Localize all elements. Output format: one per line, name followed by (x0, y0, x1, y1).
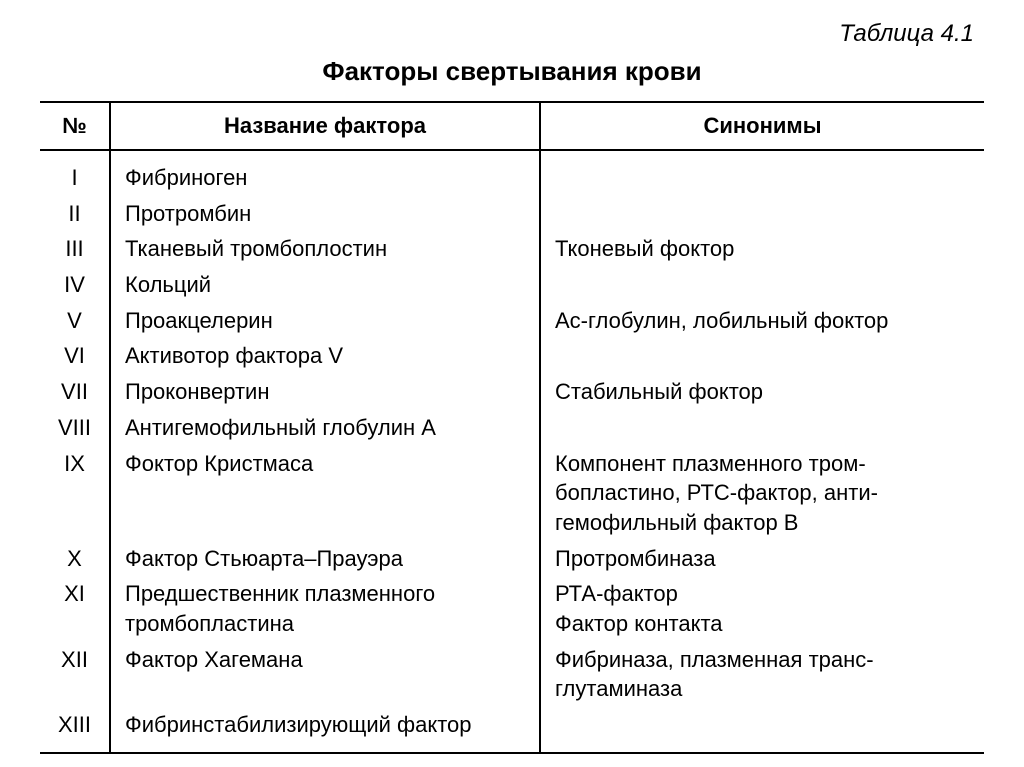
cell-factor-name: Проконвертин (110, 374, 540, 410)
table-title: Факторы свертывания крови (40, 56, 984, 87)
cell-number: VIII (40, 410, 110, 446)
column-header-synonyms: Синонимы (540, 102, 984, 150)
cell-synonyms (540, 410, 984, 446)
cell-number: I (40, 150, 110, 196)
cell-factor-name: Предшественник плазменного тромбопластин… (110, 576, 540, 641)
cell-synonyms: Протромбиназа (540, 541, 984, 577)
column-header-number: № (40, 102, 110, 150)
cell-synonyms: РТА-фактор Фактор контакта (540, 576, 984, 641)
table-row: VIАктивотор фактора V (40, 338, 984, 374)
cell-factor-name: Протромбин (110, 196, 540, 232)
column-header-name: Название фактора (110, 102, 540, 150)
cell-number: IV (40, 267, 110, 303)
cell-synonyms (540, 196, 984, 232)
table-body: IФибриногенIIПротромбинIIIТканевый тромб… (40, 150, 984, 753)
table-row: XIIФактор ХагеманаФибриназа, плазменная … (40, 642, 984, 707)
cell-number: IX (40, 446, 110, 541)
table-row: IIПротромбин (40, 196, 984, 232)
table-header-row: № Название фактора Синонимы (40, 102, 984, 150)
cell-number: II (40, 196, 110, 232)
cell-factor-name: Активотор фактора V (110, 338, 540, 374)
cell-synonyms: Фибриназа, плазменная транс­глутаминаза (540, 642, 984, 707)
cell-synonyms (540, 267, 984, 303)
table-row: XIПредшественник плазменного тромбопласт… (40, 576, 984, 641)
cell-factor-name: Антигемофильный глобулин А (110, 410, 540, 446)
coagulation-factors-table: № Название фактора Синонимы IФибриногенI… (40, 101, 984, 754)
cell-factor-name: Кольций (110, 267, 540, 303)
cell-synonyms: Ас-глобулин, лобильный фоктор (540, 303, 984, 339)
cell-synonyms: Компонент плазменного тром­бопластино, Р… (540, 446, 984, 541)
cell-synonyms: Тконевый фоктор (540, 231, 984, 267)
table-caption: Таблица 4.1 (40, 20, 984, 48)
cell-factor-name: Проакцелерин (110, 303, 540, 339)
cell-factor-name: Фоктор Кристмаса (110, 446, 540, 541)
table-row: IIIТканевый тромбоплостинТконевый фоктор (40, 231, 984, 267)
cell-factor-name: Фибринстабилизирующий фактор (110, 707, 540, 753)
cell-synonyms (540, 338, 984, 374)
table-row: IVКольций (40, 267, 984, 303)
cell-number: XIII (40, 707, 110, 753)
cell-synonyms (540, 150, 984, 196)
table-row: IXФоктор КристмасаКомпонент плазменного … (40, 446, 984, 541)
cell-number: III (40, 231, 110, 267)
cell-factor-name: Фактор Хагемана (110, 642, 540, 707)
cell-factor-name: Тканевый тромбоплостин (110, 231, 540, 267)
cell-number: V (40, 303, 110, 339)
cell-synonyms: Стабильный фоктор (540, 374, 984, 410)
cell-factor-name: Фактор Стьюарта–Прауэра (110, 541, 540, 577)
cell-number: VI (40, 338, 110, 374)
table-row: VIIIАнтигемофильный глобулин А (40, 410, 984, 446)
cell-number: XI (40, 576, 110, 641)
cell-factor-name: Фибриноген (110, 150, 540, 196)
table-row: VIIПроконвертинСтабильный фоктор (40, 374, 984, 410)
table-row: XФактор Стьюарта–ПрауэраПротромбиназа (40, 541, 984, 577)
cell-number: VII (40, 374, 110, 410)
table-row: IФибриноген (40, 150, 984, 196)
cell-synonyms (540, 707, 984, 753)
table-row: VПроакцелеринАс-глобулин, лобильный фокт… (40, 303, 984, 339)
cell-number: XII (40, 642, 110, 707)
table-row: XIIIФибринстабилизирующий фактор (40, 707, 984, 753)
cell-number: X (40, 541, 110, 577)
